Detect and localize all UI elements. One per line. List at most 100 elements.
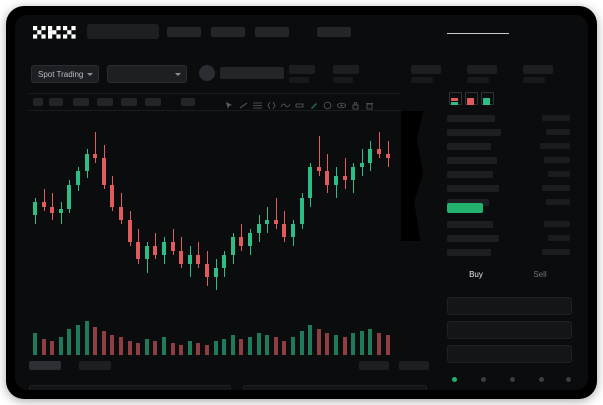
volume-bar (119, 337, 123, 355)
trade-tab-underline (447, 33, 509, 34)
volume-bar (58, 337, 63, 355)
volume-bar (153, 341, 158, 355)
volume-bar (162, 337, 166, 355)
order-amount-field[interactable] (447, 321, 572, 339)
tab-sell[interactable]: Sell (533, 270, 547, 279)
volume-bar (67, 329, 72, 355)
ask-amt-0 (542, 115, 570, 121)
candle-body (170, 241, 175, 251)
candle-body (334, 175, 338, 185)
volume-bar (230, 335, 235, 355)
ask-amt-1 (546, 129, 570, 135)
candle-wick (387, 140, 389, 167)
pair-name-label (220, 67, 284, 79)
eye-icon[interactable] (337, 97, 346, 109)
search-input[interactable] (87, 24, 159, 39)
order-total-field[interactable] (447, 345, 572, 363)
bid-row-0[interactable] (447, 221, 493, 228)
pencil-icon[interactable] (309, 97, 318, 109)
candle-body (136, 241, 141, 260)
brackets-icon[interactable] (267, 97, 276, 110)
ask-amt-4 (548, 171, 570, 177)
ask-row-0[interactable] (447, 115, 495, 122)
trash-icon[interactable] (365, 97, 374, 110)
book-asks-icon[interactable] (465, 92, 478, 105)
trendline-icon[interactable] (239, 97, 248, 109)
amount-slider-step-1[interactable] (481, 377, 486, 382)
candle-body (162, 241, 166, 255)
interval-6[interactable] (181, 98, 195, 106)
pair-coin-icon (199, 65, 215, 81)
amount-slider-step-3[interactable] (539, 377, 544, 382)
stat-4-label (523, 65, 553, 74)
volume-bar (248, 337, 252, 355)
candle-body (282, 224, 287, 238)
candle-body (110, 184, 115, 207)
pair-select[interactable] (107, 65, 187, 83)
chart-footer-tab-1[interactable] (79, 361, 111, 370)
ruler-icon[interactable] (295, 97, 304, 108)
volume-bar (76, 325, 80, 355)
ask-amt-2 (540, 143, 570, 149)
bottom-panel-open-orders[interactable] (29, 385, 231, 390)
bid-row-1[interactable] (447, 235, 499, 242)
magnet-icon[interactable] (323, 97, 332, 110)
interval-5[interactable] (145, 98, 161, 106)
volume-bar (377, 333, 381, 355)
order-price-field[interactable] (447, 297, 572, 315)
volume-bar (110, 335, 115, 355)
volume-bar (41, 339, 46, 355)
market-type-select[interactable]: Spot Trading (31, 65, 99, 83)
bottom-panel-trade-history[interactable] (243, 385, 427, 390)
market-type-value: Spot Trading (38, 70, 84, 79)
interval-4[interactable] (121, 98, 137, 106)
cursor-icon[interactable] (225, 97, 234, 109)
ask-amt-6 (546, 199, 570, 205)
wave-icon[interactable] (280, 97, 291, 108)
price-chart[interactable] (29, 111, 401, 311)
nav-item-1[interactable] (211, 27, 245, 37)
candle-body (76, 171, 80, 185)
candle-wick (344, 158, 346, 189)
interval-2[interactable] (73, 98, 89, 106)
candle-body (153, 246, 158, 255)
volume-bar (351, 333, 356, 355)
ask-row-1[interactable] (447, 129, 501, 136)
candle-body (291, 224, 295, 238)
volume-bar (282, 341, 287, 355)
ask-row-4[interactable] (447, 171, 493, 178)
book-both-icon[interactable] (449, 92, 462, 105)
amount-slider-step-4[interactable] (566, 377, 571, 382)
chart-footer-tab-0[interactable] (29, 361, 61, 370)
candle-body (205, 263, 209, 277)
amount-slider-step-2[interactable] (510, 377, 515, 382)
book-bids-icon[interactable] (481, 92, 494, 105)
chart-footer-right-0[interactable] (359, 361, 389, 370)
ask-row-2[interactable] (447, 143, 491, 150)
ask-row-5[interactable] (447, 185, 499, 192)
ask-row-3[interactable] (447, 157, 497, 164)
volume-bar (265, 335, 270, 355)
nav-item-3[interactable] (317, 27, 351, 37)
lock-icon[interactable] (351, 97, 360, 110)
bid-row-2[interactable] (447, 249, 491, 256)
fib-icon[interactable] (253, 97, 262, 109)
tab-buy[interactable]: Buy (469, 270, 483, 279)
interval-3[interactable] (97, 98, 113, 106)
candle-wick (95, 131, 97, 163)
ask-row-6[interactable] (447, 199, 489, 206)
stat-3-value (467, 77, 489, 83)
stat-2-label (411, 65, 441, 74)
volume-bar (239, 339, 244, 355)
nav-item-0[interactable] (167, 27, 201, 37)
interval-0[interactable] (33, 98, 43, 106)
okx-logo[interactable] (33, 26, 77, 39)
interval-1[interactable] (49, 98, 63, 106)
amount-slider-step-0[interactable] (452, 377, 457, 382)
candle-body (377, 149, 381, 154)
chart-footer-right-1[interactable] (399, 361, 429, 370)
candle-body (265, 219, 270, 225)
nav-item-2[interactable] (255, 27, 289, 37)
ask-amt-5 (542, 185, 570, 191)
volume-bar (222, 339, 227, 355)
